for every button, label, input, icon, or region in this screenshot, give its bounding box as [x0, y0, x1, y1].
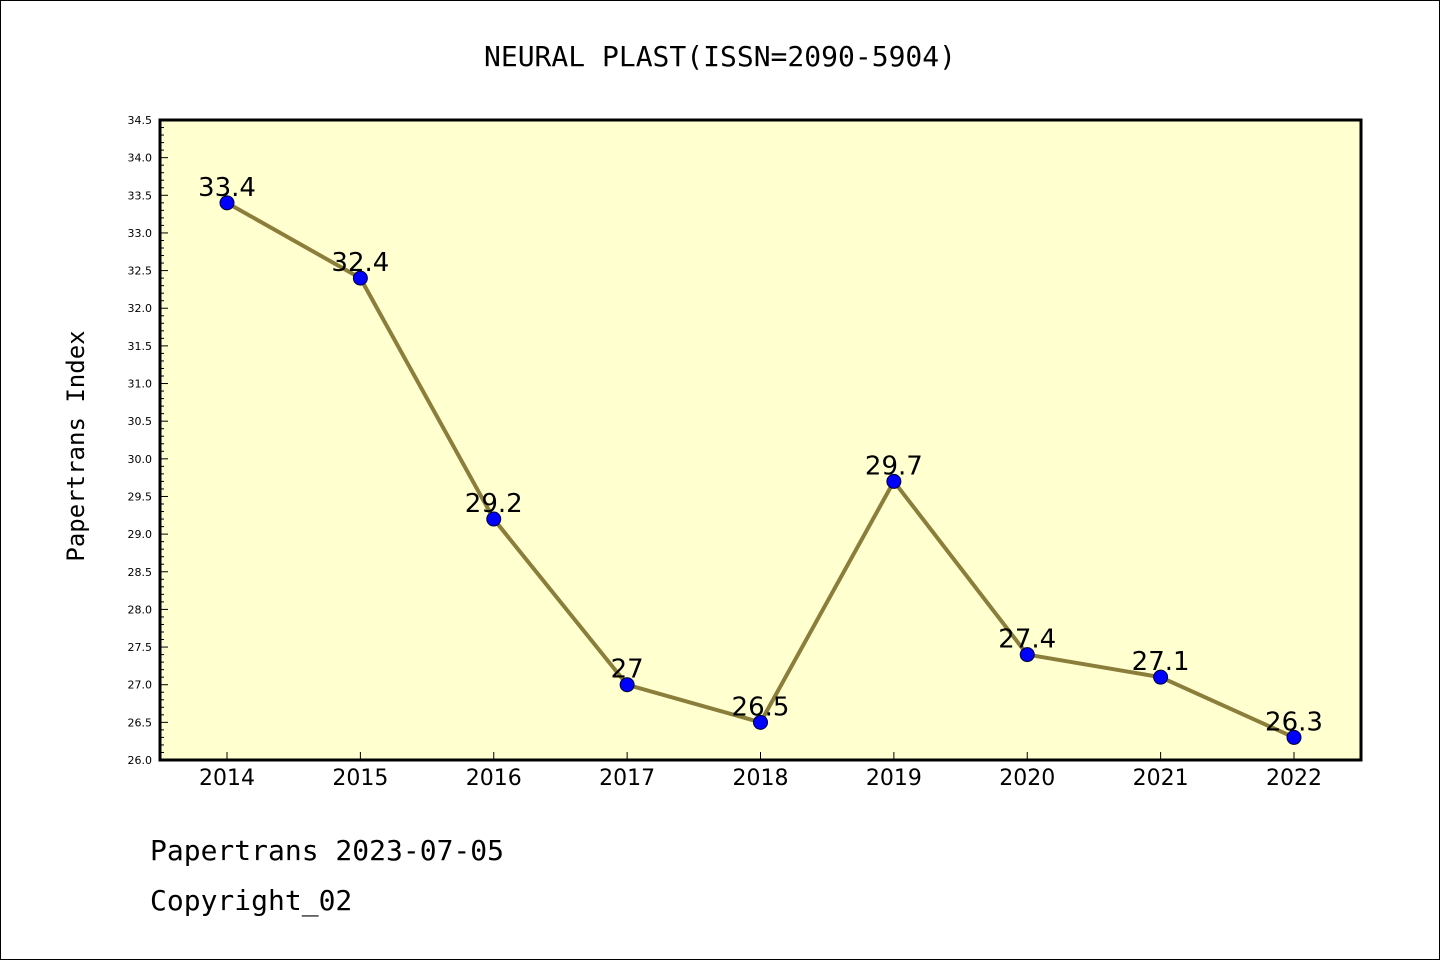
data-markers	[219, 195, 1302, 745]
data-label: 26.5	[732, 692, 790, 722]
data-point	[886, 473, 902, 489]
data-label: 29.2	[465, 489, 523, 519]
data-point	[352, 270, 368, 286]
data-point	[753, 714, 768, 730]
data-label: 33.4	[198, 173, 256, 203]
footer-copyright: Copyright_02	[150, 884, 353, 917]
x-tick-label: 2016	[466, 766, 522, 791]
y-tick-label: 30.0	[128, 453, 153, 466]
x-tick-label: 2017	[599, 766, 655, 791]
y-tick-label: 28.5	[128, 566, 153, 579]
data-label: 29.7	[865, 451, 923, 481]
data-point	[219, 195, 235, 211]
x-tick-label: 2020	[999, 766, 1055, 791]
data-point	[1019, 647, 1035, 663]
x-tick-label: 2015	[332, 766, 388, 791]
data-label: 27.1	[1132, 647, 1190, 677]
chart-title: NEURAL PLAST(ISSN=2090-5904)	[484, 40, 956, 73]
y-tick-label: 29.0	[128, 528, 153, 541]
y-tick-label: 33.5	[128, 189, 153, 202]
data-label: 32.4	[331, 248, 389, 278]
x-tick-label: 2018	[733, 766, 789, 791]
y-tick-label: 33.0	[128, 227, 153, 240]
y-tick-label: 31.0	[128, 378, 153, 391]
y-tick-label: 31.5	[128, 340, 153, 353]
y-tick-label: 32.5	[128, 265, 153, 278]
data-label: 26.3	[1265, 707, 1323, 737]
x-tick-label: 2014	[199, 766, 255, 791]
y-tick-label: 34.0	[128, 152, 153, 165]
data-label: 27	[611, 655, 644, 685]
x-tick-label: 2021	[1133, 766, 1189, 791]
data-point	[486, 511, 502, 527]
y-tick-label: 32.0	[128, 302, 153, 315]
footer-date: Papertrans 2023-07-05	[150, 834, 505, 867]
x-tick-label: 2022	[1266, 766, 1322, 791]
y-tick-label: 26.0	[128, 754, 153, 767]
data-point	[619, 677, 635, 693]
y-tick-label: 29.5	[128, 490, 153, 503]
y-tick-label: 28.0	[128, 603, 153, 616]
x-axis-ticks: 2014 2015 2016 2017 2018 2019 2020 2021 2022	[199, 752, 1322, 791]
data-label: 27.4	[998, 625, 1056, 655]
y-axis-ticks: 26.0 26.5 27.0 27.5 28.0 28.5 29.0 29.5 30.0 30.5…	[128, 114, 168, 767]
y-tick-label: 27.5	[128, 641, 153, 654]
y-tick-label: 30.5	[128, 415, 153, 428]
data-labels: 33.4 32.4 29.2 27 26.5 29.7 27.4 27.1 26.3	[198, 173, 1323, 738]
y-tick-label: 26.5	[128, 716, 153, 729]
x-tick-label: 2019	[866, 766, 922, 791]
data-point	[1286, 729, 1302, 745]
y-axis-label: Papertrans Index	[62, 330, 90, 561]
y-tick-label: 27.0	[128, 679, 153, 692]
y-tick-label: 34.5	[128, 114, 153, 127]
data-point	[1153, 669, 1169, 685]
plot-area	[158, 118, 1363, 762]
